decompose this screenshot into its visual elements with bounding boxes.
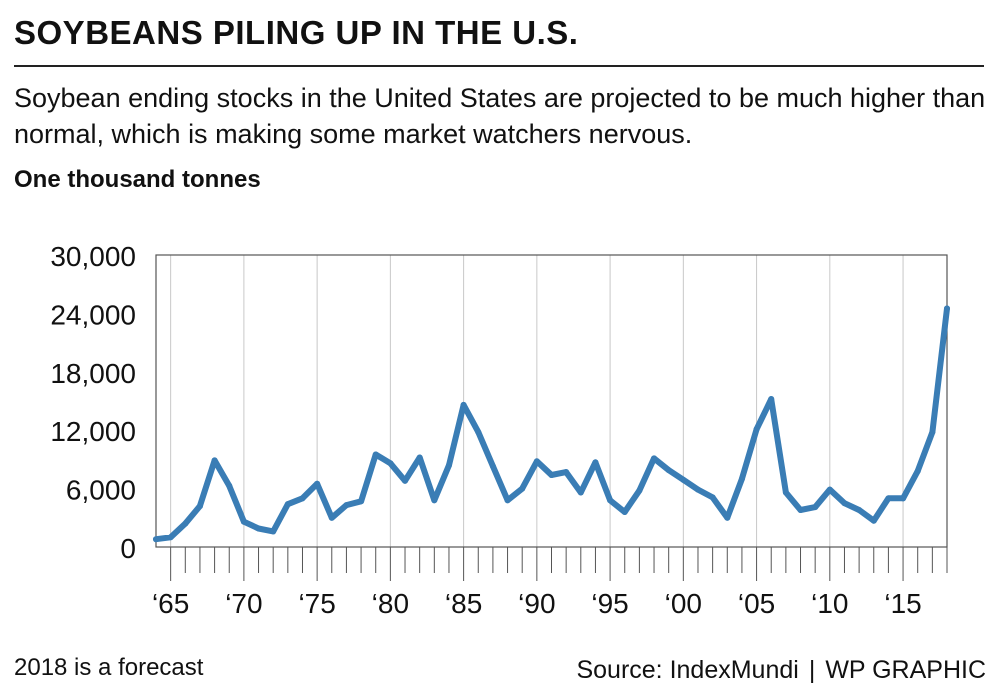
x-tick-label: ‘15	[884, 588, 921, 619]
data-point	[416, 454, 423, 461]
data-point	[431, 497, 438, 504]
x-axis-ticks: ‘65 ‘70 ‘75 ‘80 ‘85 ‘90 ‘95 ‘00 ‘05 ‘10 ‘15	[152, 547, 948, 619]
data-point	[182, 520, 189, 527]
data-point	[475, 429, 482, 436]
data-point	[270, 528, 277, 535]
data-point	[944, 305, 950, 312]
data-point	[724, 514, 731, 521]
data-point	[621, 508, 628, 515]
data-point	[519, 485, 526, 492]
data-point	[577, 489, 584, 496]
x-tick-label: ‘95	[591, 588, 628, 619]
data-point	[402, 477, 409, 484]
data-point	[153, 536, 159, 543]
plot-border	[155, 254, 948, 548]
y-tick-label: 0	[120, 533, 136, 564]
data-point	[563, 469, 570, 476]
data-point	[797, 507, 804, 514]
data-point	[328, 514, 335, 521]
series-layer	[153, 305, 950, 543]
x-tick-label: ‘00	[665, 588, 702, 619]
data-point	[255, 525, 262, 532]
data-point	[709, 494, 716, 501]
data-point	[445, 462, 452, 469]
data-point	[343, 502, 350, 509]
x-tick-label: ‘90	[518, 588, 555, 619]
data-point	[592, 459, 599, 466]
y-tick-label: 6,000	[66, 475, 136, 506]
graphic-credit: WP GRAPHIC	[825, 656, 986, 684]
x-tick-label: ‘85	[445, 588, 482, 619]
data-point	[636, 487, 643, 494]
data-point	[226, 482, 233, 489]
title-rule	[14, 65, 984, 67]
source-credit: Source: IndexMundi | WP GRAPHIC	[576, 656, 986, 685]
x-tick-label: ‘70	[225, 588, 262, 619]
grid-layer	[170, 255, 904, 547]
data-point	[548, 471, 555, 478]
x-tick-label: ‘75	[298, 588, 335, 619]
x-tick-label: ‘10	[811, 588, 848, 619]
y-tick-label: 12,000	[50, 416, 136, 447]
series-line	[153, 305, 950, 543]
data-point	[284, 501, 291, 508]
data-point	[460, 401, 467, 408]
data-point	[533, 458, 540, 465]
data-point	[885, 495, 892, 502]
data-point	[826, 486, 833, 493]
source-text: Source: IndexMundi	[576, 656, 799, 684]
chart-title: SOYBEANS PILING UP IN THE U.S.	[14, 14, 579, 51]
unit-label: One thousand tonnes	[14, 166, 261, 193]
data-point	[504, 497, 511, 504]
data-point	[211, 457, 218, 464]
source-separator: |	[808, 656, 816, 684]
chart-subtitle: Soybean ending stocks in the United Stat…	[14, 83, 986, 149]
data-point	[607, 497, 614, 504]
data-point	[812, 504, 819, 511]
data-point	[694, 486, 701, 493]
line-chart: 0 6,000 12,000 18,000 24,000 30,000 ‘65 ‘70 ‘75…	[50, 241, 950, 619]
data-point	[489, 463, 496, 470]
y-tick-label: 18,000	[50, 358, 136, 389]
data-point	[372, 451, 379, 458]
data-point	[900, 495, 907, 502]
data-point	[738, 475, 745, 482]
data-point	[753, 426, 760, 433]
x-tick-label: ‘65	[152, 588, 189, 619]
x-tick-label: ‘05	[738, 588, 775, 619]
data-point	[196, 503, 203, 510]
data-point	[782, 489, 789, 496]
data-point	[841, 500, 848, 507]
data-point	[665, 467, 672, 474]
data-point	[299, 495, 306, 502]
data-point	[768, 396, 775, 403]
y-tick-label: 30,000	[50, 241, 136, 272]
plot-frame	[155, 254, 948, 548]
data-point	[929, 429, 936, 436]
data-point	[387, 460, 394, 467]
data-point	[914, 468, 921, 475]
data-point	[870, 517, 877, 524]
data-point	[856, 507, 863, 514]
data-point	[314, 480, 321, 487]
data-point	[240, 518, 247, 525]
data-point	[651, 455, 658, 462]
y-axis-labels: 0 6,000 12,000 18,000 24,000 30,000	[50, 241, 136, 564]
x-tick-label: ‘80	[372, 588, 409, 619]
data-point	[167, 534, 174, 541]
y-tick-label: 24,000	[50, 299, 136, 330]
forecast-note: 2018 is a forecast	[14, 654, 204, 681]
data-point	[358, 498, 365, 505]
data-point	[680, 476, 687, 483]
